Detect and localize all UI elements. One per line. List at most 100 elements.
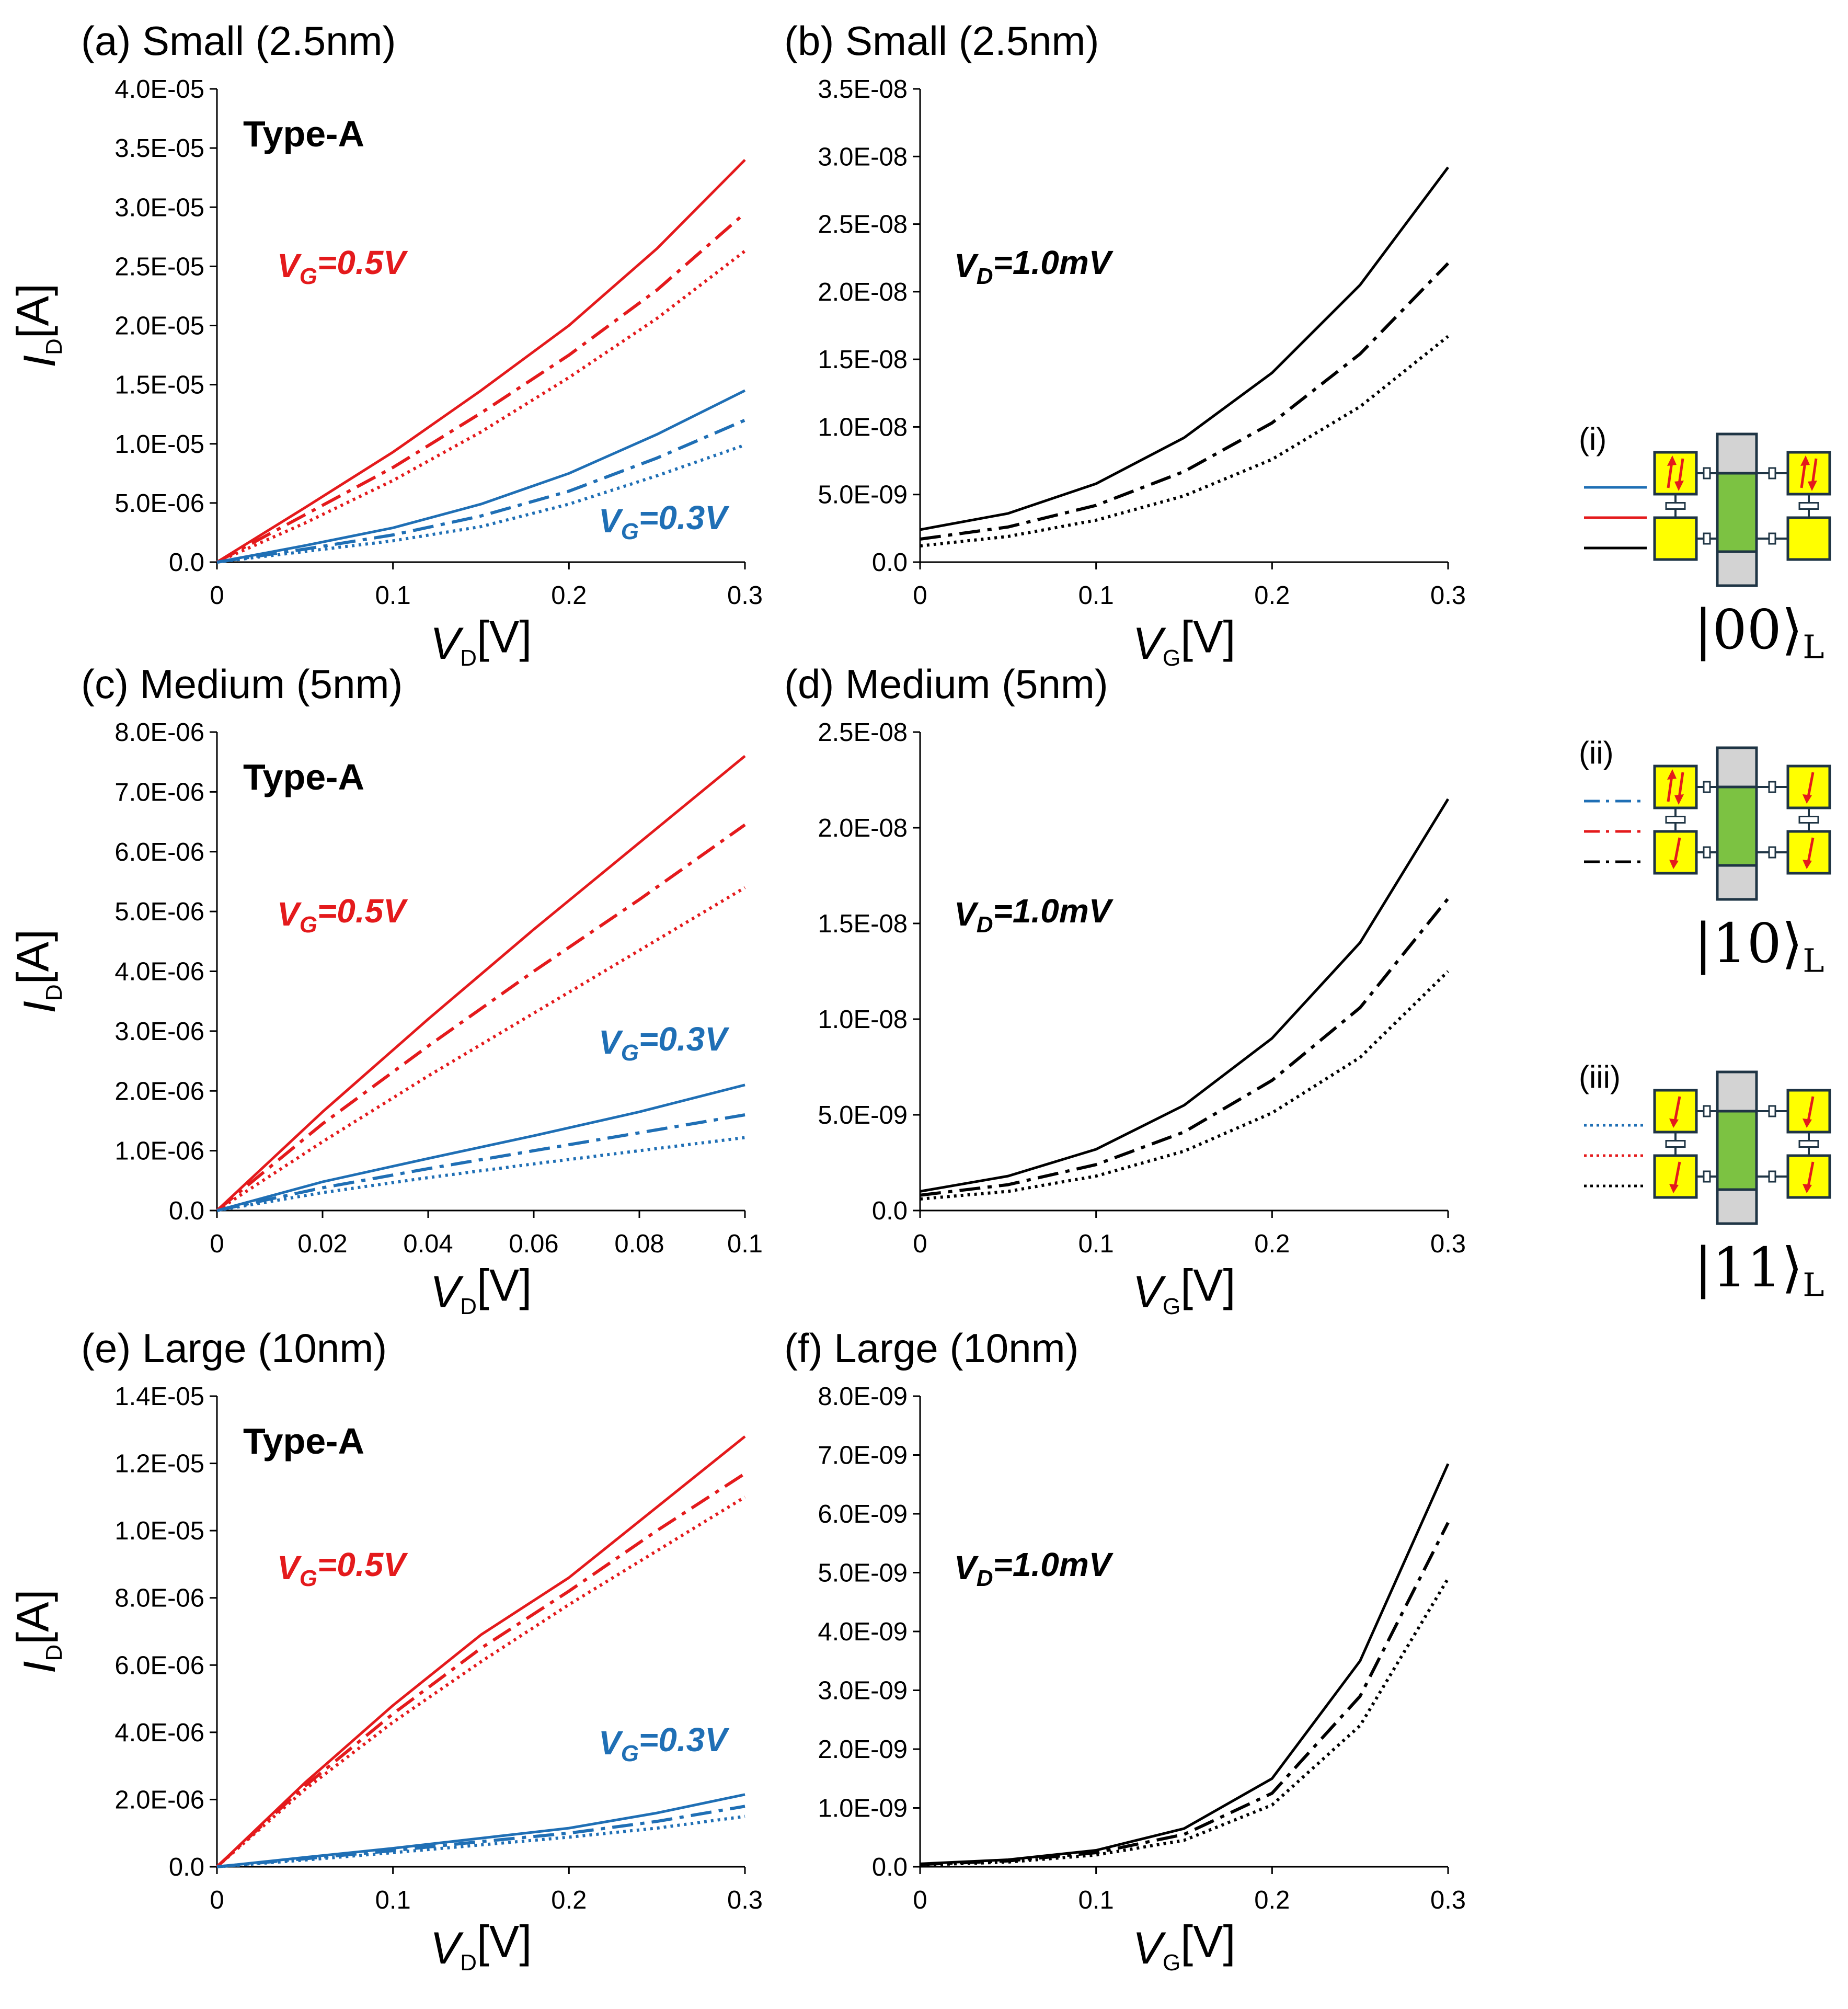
x-tick-label: 0.3 [1430,581,1466,610]
chart-e: (e) Large (10nm) 0 0.1 0.2 0.3 0.0 2.0E-06 4.0E… [8,1325,763,1976]
x-axis-label-var: V [430,1923,464,1973]
series-line [920,1463,1450,1865]
y-tick-label: 1.2E-05 [114,1450,204,1478]
quantum-dot [1653,516,1698,561]
chart-f: (f) Large (10nm) 0 0.1 0.2 0.3 0.0 1.0E-09 2.0E… [784,1325,1466,1976]
condition-label: VG=0.3V [599,1721,730,1766]
legend-iii: (iii) |11⟩L [1579,1059,1831,1304]
y-tick-label: 5.0E-06 [114,898,204,926]
capacitor [1703,781,1711,793]
condition-label: VG=0.5V [277,1546,408,1591]
y-tick-label: 3.0E-05 [114,193,204,222]
y-tick-label: 7.0E-06 [114,778,204,806]
condition-label-rest: =0.5V [317,892,408,930]
series-line [216,212,746,564]
y-axis-label-var: I [15,1661,65,1674]
condition-label: VG=0.5V [277,244,408,289]
quantum-dot [1653,830,1698,875]
x-tick-label: 0.2 [1254,1886,1290,1914]
capacitor [1768,532,1776,545]
spin-down-arrowhead [1803,794,1812,804]
capacitor [1703,846,1711,859]
y-tick-label: 7.0E-09 [818,1442,908,1470]
spin-down-arrowhead [1674,794,1684,805]
legend-i: (i) |00⟩L [1579,421,1831,666]
quantum-dot-center [1716,785,1758,867]
series-line [920,1522,1450,1866]
y-tick-label: 0.0 [872,1853,908,1881]
x-axis-label: VD[V] [430,1916,532,1976]
x-tick-label: 0 [210,1886,224,1914]
x-axis-label-sub: D [460,645,477,671]
condition-label: VG=0.5V [277,892,408,938]
y-tick-label: 0.0 [169,549,204,577]
spin-up-arrowhead [1800,455,1810,466]
condition-label-sub: G [621,519,639,544]
chart-d: (d) Medium (5nm) 0 0.1 0.2 0.3 0.0 5.0E-09 1.0E… [784,661,1466,1319]
ket-subscript: L [1803,628,1824,666]
x-axis-label-rest: [V] [477,1260,532,1310]
y-tick-label: 6.0E-06 [114,1651,204,1680]
logical-state-label: |11⟩L [1694,1236,1824,1304]
y-tick-label: 1.0E-05 [114,1517,204,1545]
y-tick-label: 2.5E-08 [818,211,908,239]
x-axis-label-var: V [1133,619,1167,669]
y-tick-label: 3.0E-09 [818,1677,908,1705]
condition-label-var: V [599,1023,624,1061]
condition-label-var: V [277,1549,302,1586]
capacitor [1768,846,1776,859]
quantum-dot-center [1716,1110,1758,1191]
y-tick-label: 2.0E-06 [114,1786,204,1814]
y-tick-label: 5.0E-09 [818,1559,908,1588]
y-axis-label-rest: [A] [8,283,58,338]
x-axis-label-sub: G [1163,1294,1180,1319]
capacitor [1703,1170,1711,1183]
y-tick-label: 5.0E-06 [114,489,204,518]
x-axis-label-var: V [430,1267,464,1317]
condition-label-rest: =0.3V [639,1020,730,1058]
condition-label-rest: =1.0mV [993,1546,1114,1583]
x-axis-label: VD[V] [430,612,532,671]
series-line [216,249,746,564]
y-tick-label: 1.4E-05 [114,1383,204,1411]
x-tick-label: 0.3 [727,581,763,610]
ket-subscript: L [1803,942,1824,980]
y-tick-label: 5.0E-09 [818,1101,908,1129]
quantum-dot [1786,764,1831,809]
condition-label-sub: D [977,912,993,938]
y-tick-label: 1.5E-08 [818,346,908,374]
y-axis-label: ID[A] [8,283,67,368]
quantum-dot [1786,451,1831,496]
series-line [216,1496,746,1868]
spin-up-arrowhead [1667,769,1677,780]
x-tick-label: 0.08 [614,1230,664,1258]
y-tick-label: 2.0E-09 [818,1736,908,1764]
spin-down-arrowhead [1803,860,1812,869]
chart-b: (b) Small (2.5nm) 0 0.1 0.2 0.3 0.0 5.0E-09 1.0… [784,18,1466,671]
logical-state-label: |00⟩L [1694,598,1824,666]
series-line [216,1793,745,1868]
spin-down-arrowhead [1803,1184,1812,1193]
capacitor [1768,781,1776,793]
y-axis-label-rest: [A] [8,929,58,984]
series-line [920,166,1450,531]
x-axis-label-rest: [V] [1180,1916,1235,1967]
y-axis-label-group: ID[A] [8,283,67,368]
y-tick-label: 6.0E-06 [114,838,204,866]
condition-label-sub: D [977,264,993,289]
y-tick-label: 2.5E-05 [114,253,204,281]
y-axis-label: ID[A] [8,929,67,1013]
series-line [920,262,1450,541]
x-tick-label: 0.2 [1254,581,1290,610]
x-tick-label: 0.04 [403,1230,453,1258]
x-axis-label-sub: D [460,1294,477,1319]
series-line [920,798,1450,1193]
condition-label-var: V [277,895,302,933]
series-line [216,443,745,564]
series-line [216,1083,745,1212]
series-line [216,1113,745,1212]
series-line [216,755,746,1212]
series-line [920,1578,1450,1867]
series-line [216,1435,746,1868]
y-axis-label-sub: D [41,984,67,1001]
